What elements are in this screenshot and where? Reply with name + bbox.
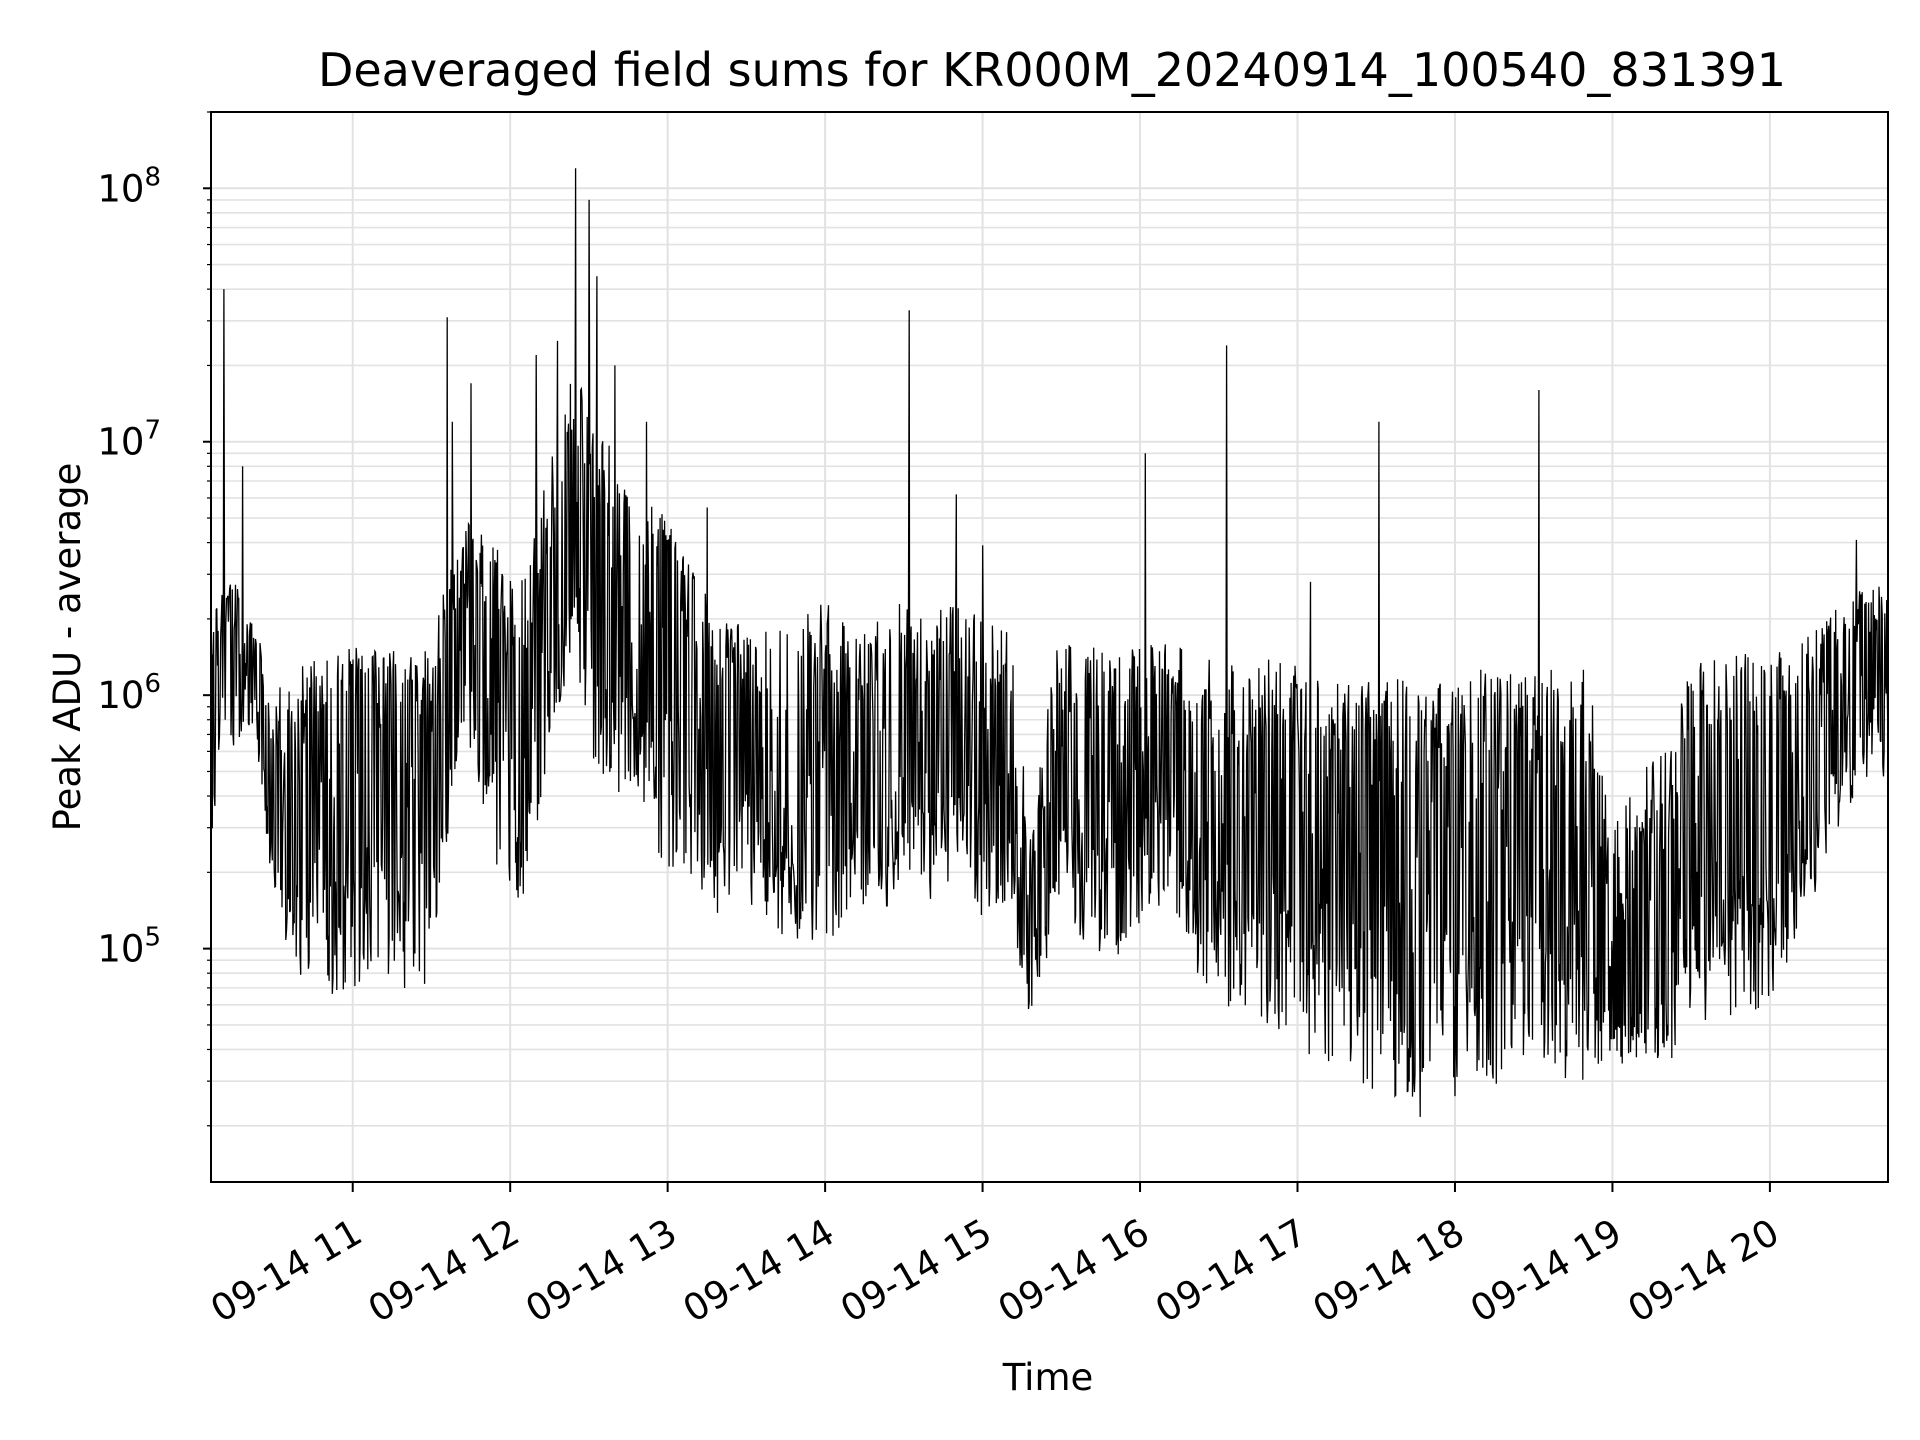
y-axis-label: Peak ADU - average <box>46 463 89 832</box>
data-series <box>210 168 1889 1117</box>
y-tick-exponent: 7 <box>144 416 161 446</box>
x-axis-label: Time <box>1002 1356 1094 1399</box>
x-tick-label: 09-14 14 <box>676 1211 842 1331</box>
x-tick-label: 09-14 20 <box>1621 1211 1787 1331</box>
y-tick-exponent: 6 <box>144 669 161 699</box>
y-tick-label: 108 <box>97 162 161 210</box>
y-axis: 105 106 107 108 <box>97 111 211 1127</box>
y-tick-exponent: 8 <box>144 162 161 192</box>
grid-lines <box>211 111 1888 1182</box>
x-tick-label: 09-14 11 <box>204 1211 370 1331</box>
plot-frame <box>210 111 1889 1183</box>
chart-title: Deaveraged field sums for KR000M_2024091… <box>318 43 1786 97</box>
x-tick-label: 09-14 16 <box>991 1211 1157 1331</box>
x-tick-label: 09-14 12 <box>361 1211 527 1331</box>
x-tick-label: 09-14 15 <box>833 1211 999 1331</box>
y-tick-exponent: 5 <box>144 923 161 953</box>
x-tick-label: 09-14 13 <box>518 1211 684 1331</box>
x-tick-label: 09-14 18 <box>1306 1211 1472 1331</box>
x-tick-label: 09-14 19 <box>1463 1211 1629 1331</box>
series-line <box>210 168 1889 1117</box>
y-tick-label: 105 <box>97 923 161 971</box>
x-tick-label: 09-14 17 <box>1148 1211 1314 1331</box>
y-tick-label: 106 <box>97 669 161 717</box>
y-tick-label: 107 <box>97 416 161 464</box>
